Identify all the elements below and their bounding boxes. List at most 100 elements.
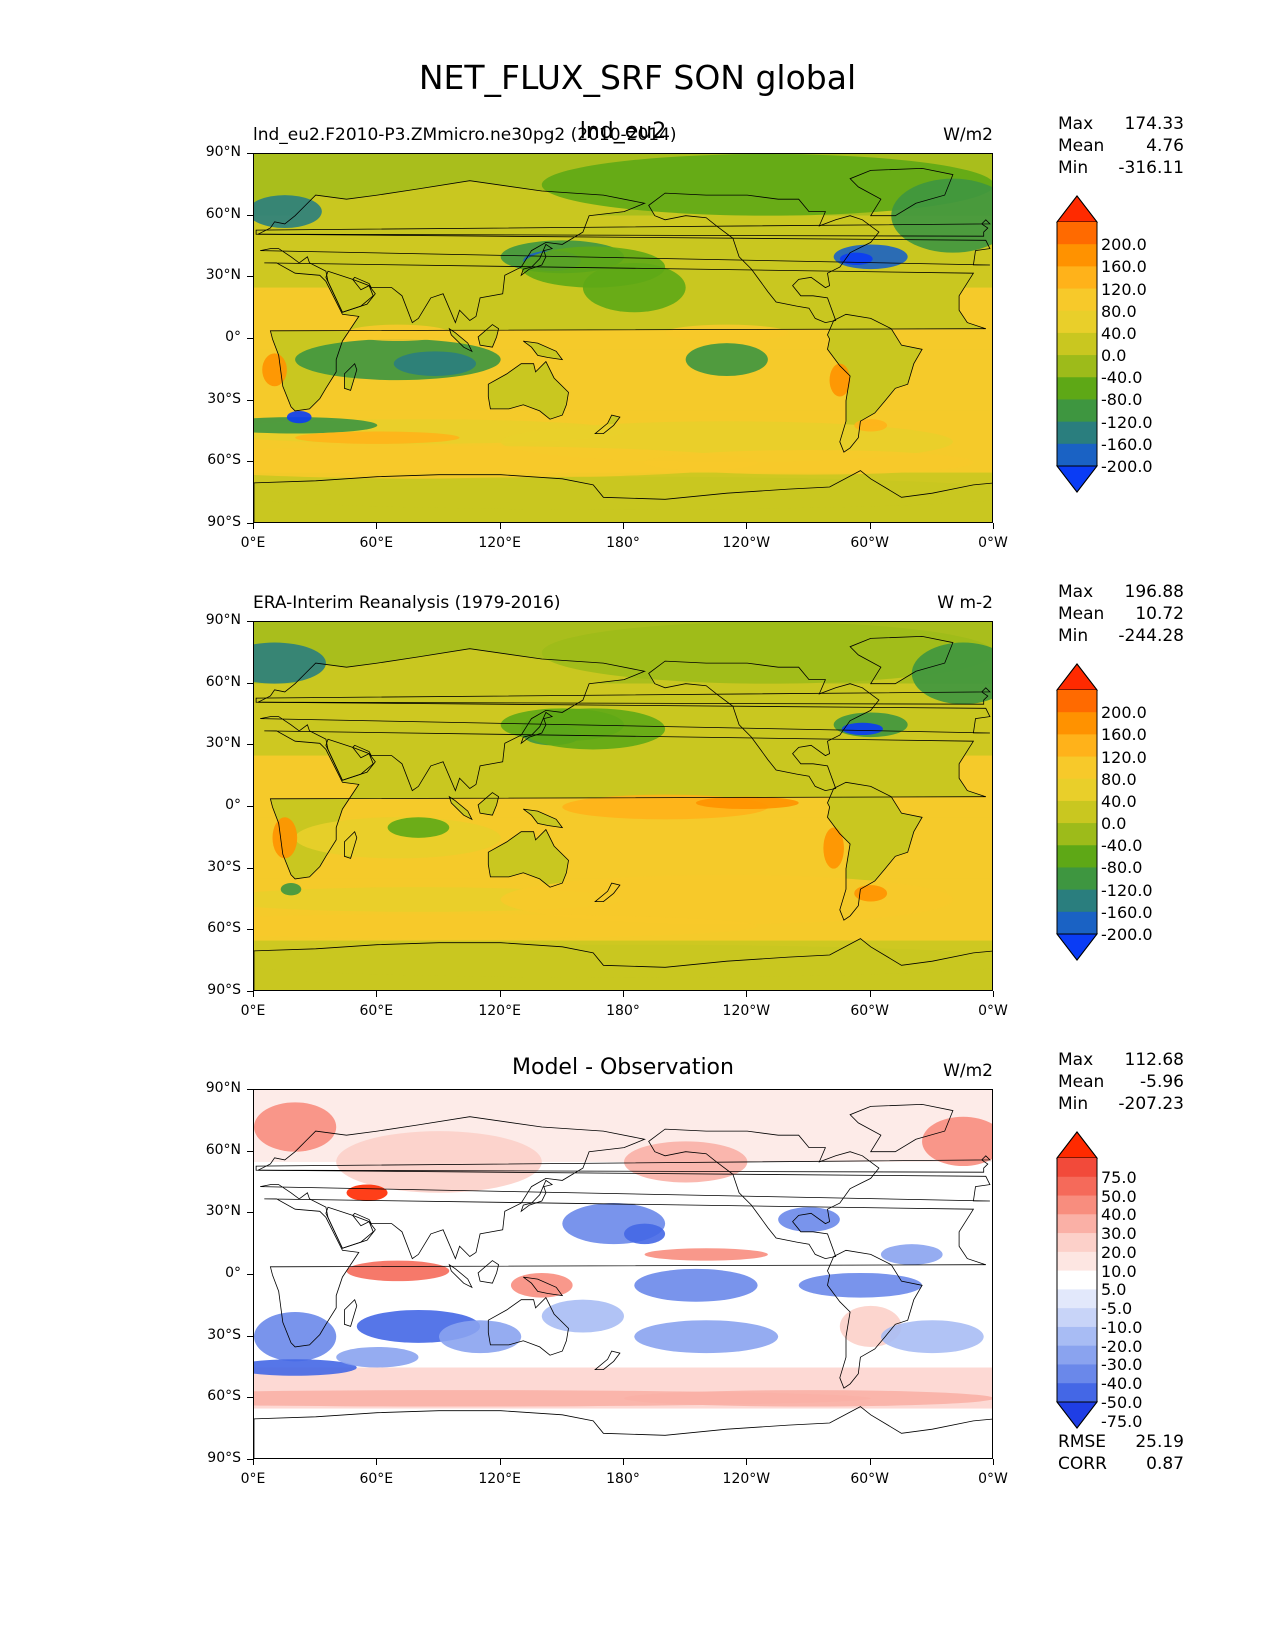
lat-tick-mark — [247, 991, 253, 992]
field-region — [254, 417, 378, 434]
colorbar-tick-label: -120.0 — [1101, 412, 1153, 432]
stats-label: RMSE — [1058, 1432, 1107, 1452]
colorbar-segment — [1057, 911, 1097, 935]
stats-value: 25.19 — [1135, 1432, 1184, 1452]
panel-title-center: Model - Observation — [512, 1055, 734, 1080]
lon-tick-label: 60°W — [850, 1471, 889, 1487]
colorbar-extend-top — [1056, 195, 1098, 223]
colorbar-segment — [1057, 867, 1097, 891]
field-region — [254, 1312, 337, 1362]
field-region — [510, 1272, 573, 1298]
lat-tick-label: 60°S — [207, 452, 241, 469]
lon-tick-mark — [869, 1459, 871, 1465]
field-region — [634, 1320, 779, 1354]
colorbar-segment — [1057, 800, 1097, 824]
lon-tick-label: 120°W — [722, 1003, 771, 1019]
lon-tick-mark — [623, 523, 624, 529]
coastline-north-america — [648, 1128, 880, 1260]
figure-title: NET_FLUX_SRF SON global — [418, 58, 857, 97]
field-region — [541, 154, 992, 216]
colorbar-extend-bottom — [1056, 1401, 1098, 1429]
colorbar-tick-label: 120.0 — [1101, 279, 1147, 299]
lon-tick-mark — [623, 1459, 624, 1465]
lat-tick-label: 60°N — [205, 205, 241, 222]
coastline-sumatra — [448, 795, 473, 821]
stats-value: -316.11 — [1118, 158, 1184, 178]
lon-tick-label: 60°W — [850, 535, 889, 551]
land-fill-south-america — [827, 314, 923, 453]
field-region — [854, 419, 888, 432]
colorbar-tick-label: -160.0 — [1101, 902, 1153, 922]
colorbar-segment — [1057, 734, 1097, 758]
colorbar-segment — [1057, 244, 1097, 267]
colorbar-tick-label: -80.0 — [1101, 858, 1143, 878]
lat-tick-mark — [247, 682, 253, 684]
coastline-antarctica — [254, 470, 992, 522]
lat-tick-label: 90°S — [207, 514, 241, 530]
field-region — [644, 1248, 768, 1261]
lat-tick-label: 90°S — [207, 1450, 241, 1466]
lat-tick-label: 60°N — [205, 1141, 241, 1158]
colorbar-tick-label: 10.0 — [1101, 1261, 1137, 1281]
field-region — [254, 1102, 337, 1152]
colorbar-segment — [1057, 266, 1097, 290]
colorbar-segment — [1057, 377, 1097, 400]
colorbar-segment — [1057, 1214, 1097, 1234]
lat-tick-mark — [247, 744, 253, 746]
coastline-japan — [520, 1179, 554, 1213]
lat-tick-mark — [247, 1335, 253, 1337]
colorbar-segment — [1057, 1383, 1097, 1403]
lon-tick-label: 60°E — [359, 535, 394, 551]
stats-label: Min — [1058, 626, 1089, 646]
stats-value: 112.68 — [1124, 1050, 1184, 1070]
coastline-south-america — [827, 1249, 923, 1389]
lat-tick-label: 60°S — [207, 920, 241, 937]
field-region — [778, 1207, 840, 1232]
colorbar-segment — [1057, 1345, 1097, 1365]
map-obs — [253, 621, 993, 991]
colorbar-tick-label: -200.0 — [1101, 925, 1153, 944]
stats-label: Mean — [1058, 604, 1105, 624]
field-region — [854, 885, 888, 902]
map-field-model — [254, 154, 992, 522]
lat-tick-label: 0° — [225, 797, 241, 813]
stats-row: Min -207.23 — [1058, 1093, 1184, 1115]
colorbar-segment — [1057, 421, 1097, 445]
coastline-borneo — [477, 324, 500, 348]
colorbar-tick-label: -80.0 — [1101, 390, 1143, 410]
colorbar-extend-top — [1056, 663, 1098, 691]
colorbar-tick-label: 160.0 — [1101, 257, 1147, 277]
colorbar-segment — [1057, 1176, 1097, 1197]
lat-tick-mark — [247, 399, 253, 401]
colorbar-tick-label: -10.0 — [1101, 1317, 1143, 1337]
lon-tick-label: 180° — [606, 535, 640, 551]
field-region — [262, 353, 287, 387]
lat-tick-label: 90°S — [207, 982, 241, 998]
colorbar-tick-label: -75.0 — [1101, 1411, 1143, 1431]
land-fill-uk — [256, 687, 990, 705]
colorbar-model — [1056, 195, 1098, 493]
lat-tick-label: 90°N — [205, 1080, 241, 1096]
lat-tick-mark — [247, 1397, 253, 1399]
stats-block: Max 196.88 Mean 10.72 Min -244.28 — [1058, 581, 1184, 647]
lon-tick-mark — [376, 1459, 378, 1465]
colorbar-segment — [1057, 845, 1097, 868]
field-region — [254, 195, 322, 228]
land-fill-australia — [488, 829, 569, 888]
lat-tick-label: 0° — [225, 329, 241, 345]
map-field-diff — [254, 1090, 992, 1458]
stats-row: Mean 4.76 — [1058, 135, 1184, 157]
field-region — [665, 324, 789, 342]
map-diff — [253, 1089, 993, 1459]
colorbar-tick-label: -160.0 — [1101, 434, 1153, 454]
lon-tick-mark — [993, 523, 994, 529]
coastline-greenland — [849, 635, 954, 685]
coastline-europe-asia — [257, 1116, 991, 1260]
lon-tick-label: 120°E — [478, 1003, 521, 1019]
colorbar-tick-label: -40.0 — [1101, 1374, 1143, 1394]
colorbar-diff — [1056, 1131, 1098, 1429]
stats-label: Max — [1058, 582, 1094, 602]
colorbar-tick-label: -30.0 — [1101, 1355, 1143, 1375]
colorbar-tick-label: 80.0 — [1101, 769, 1137, 789]
lat-tick-label: 60°S — [207, 1388, 241, 1405]
